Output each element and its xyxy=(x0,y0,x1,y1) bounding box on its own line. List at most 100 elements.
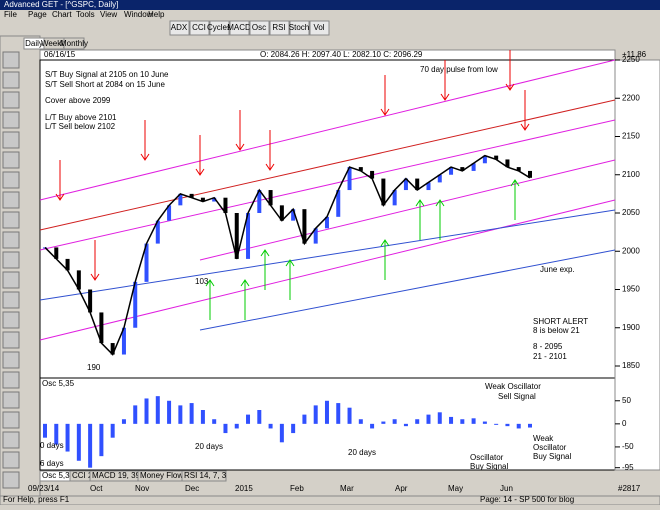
tool-icon xyxy=(2,271,20,289)
tool-icon xyxy=(2,331,20,349)
osc-bar xyxy=(223,423,228,434)
toolbar-button[interactable] xyxy=(289,20,310,36)
tool-icon xyxy=(2,151,20,169)
header-date: 06/16/15 xyxy=(44,50,76,59)
annotation: L/T Sell below 2102 xyxy=(45,122,116,131)
osc-bar xyxy=(336,403,341,424)
osc-annotation: Sell Signal xyxy=(498,392,536,401)
tool-icon xyxy=(2,51,20,69)
date-label: Mar xyxy=(340,484,354,493)
tool-icon xyxy=(2,351,20,369)
osc-tick-label: -95 xyxy=(622,463,634,472)
menu-item: View xyxy=(100,10,117,19)
candle xyxy=(268,190,273,206)
toolbar-button[interactable] xyxy=(169,20,190,36)
toolbar-button[interactable] xyxy=(209,20,230,36)
candle xyxy=(449,167,454,175)
right-axis xyxy=(614,59,660,471)
toolbar-label: CCI xyxy=(192,23,206,32)
toolbar-button[interactable] xyxy=(189,20,210,36)
osc-bar xyxy=(482,421,487,424)
osc-bar xyxy=(144,398,149,424)
osc-bar xyxy=(403,423,408,427)
candle xyxy=(415,178,420,191)
tool-icon xyxy=(2,231,20,249)
candle xyxy=(257,190,262,213)
osc-bar xyxy=(494,423,499,425)
y-tick-label: 2250 xyxy=(622,55,640,64)
candle xyxy=(392,190,397,206)
date-label: Feb xyxy=(290,484,304,493)
sell-arrowhead xyxy=(380,108,390,116)
osc-annotation: 0 days xyxy=(40,441,64,450)
osc-bar xyxy=(167,400,172,424)
annotation: L/T Buy above 2101 xyxy=(45,113,117,122)
osc-annotation: Oscillator xyxy=(470,453,504,462)
toolbar-button[interactable] xyxy=(309,20,330,36)
candle xyxy=(234,213,239,259)
osc-bar xyxy=(302,414,307,424)
osc-bar xyxy=(268,423,273,429)
trend-lines xyxy=(39,59,616,341)
osc-bar xyxy=(471,418,476,424)
osc-tick-label: 50 xyxy=(622,396,631,405)
sell-arrowhead xyxy=(195,168,205,176)
annotation: 190 xyxy=(87,363,101,372)
candle xyxy=(133,281,138,328)
toolbar-button[interactable] xyxy=(269,20,290,36)
osc-bar xyxy=(246,414,251,424)
y-tick-label: 2150 xyxy=(622,132,640,141)
toolbar-label: MACD xyxy=(227,23,251,32)
sell-arrowhead xyxy=(90,273,100,281)
osc-bar xyxy=(381,421,386,424)
osc-bar xyxy=(516,423,521,429)
osc-name: Osc 5,35 xyxy=(42,379,75,388)
candle xyxy=(189,193,194,198)
osc-bar xyxy=(505,423,510,427)
candle xyxy=(471,163,476,171)
osc-bar xyxy=(133,405,138,424)
osc-annotation: Buy Signal xyxy=(533,452,571,461)
sell-arrowhead xyxy=(520,123,530,131)
candle xyxy=(370,170,375,179)
date-label: 2015 xyxy=(235,484,253,493)
candle xyxy=(426,182,431,191)
osc-bar xyxy=(257,410,262,424)
buy-arrowhead xyxy=(240,279,250,287)
indicator-tab-label: Osc 5,35 xyxy=(42,471,75,480)
toolbar-label: Osc xyxy=(252,23,266,32)
osc-bar xyxy=(347,407,352,424)
menu-item: Page xyxy=(28,10,47,19)
title-bar xyxy=(0,0,660,10)
indicator-tab-label: Money Flow 11 xyxy=(140,471,194,480)
osc-bar xyxy=(65,423,70,452)
buy-arrowhead xyxy=(260,249,270,257)
toolbar-button[interactable] xyxy=(229,20,250,36)
candle xyxy=(460,167,465,171)
buy-arrowhead xyxy=(435,199,445,207)
buy-arrowhead xyxy=(285,259,295,267)
toolbar-button[interactable] xyxy=(249,20,270,36)
osc-bar xyxy=(313,405,318,424)
date-label: Jun xyxy=(500,484,513,493)
indicator-tab-label: RSI 14, 7, 3 xyxy=(184,471,227,480)
y-tick-label: 1850 xyxy=(622,361,640,370)
osc-bar xyxy=(392,419,397,424)
candle xyxy=(324,216,329,229)
tool-icon xyxy=(2,111,20,129)
candle xyxy=(65,258,70,271)
tool-icon xyxy=(2,71,20,89)
candle xyxy=(246,213,251,259)
buy-arrowhead xyxy=(205,279,215,287)
candle xyxy=(358,167,363,171)
toolbar-label: Cycles xyxy=(207,23,231,32)
candle xyxy=(403,178,408,191)
buy-arrowhead xyxy=(380,239,390,247)
candle xyxy=(482,155,487,164)
menu-item: Chart xyxy=(52,10,72,19)
date-label: Nov xyxy=(135,484,149,493)
tool-icon xyxy=(2,191,20,209)
indicator-tab[interactable] xyxy=(181,470,227,482)
osc-bar xyxy=(121,419,126,424)
